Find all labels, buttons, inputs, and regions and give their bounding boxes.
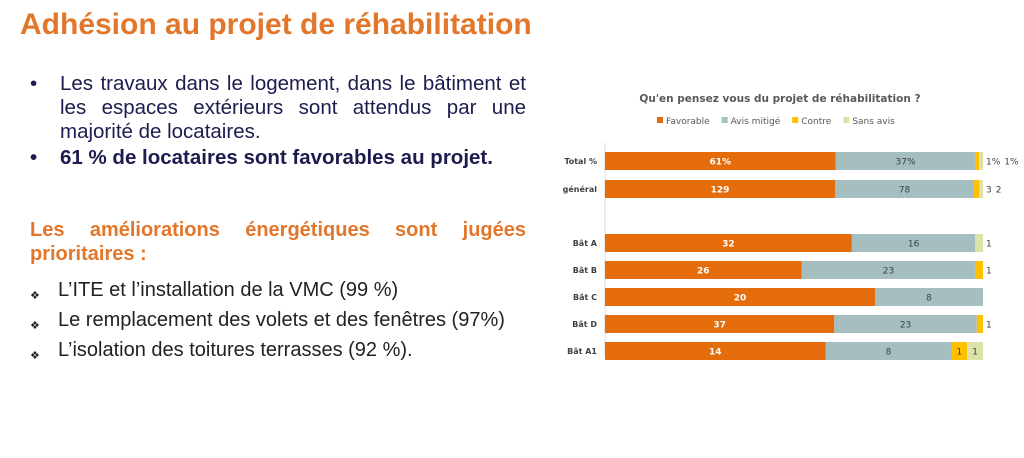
- bar-segment: [835, 152, 976, 170]
- diamond-bullet-icon: ❖: [30, 290, 40, 302]
- data-label: 1: [986, 240, 992, 250]
- list-item: ❖ Le remplacement des volets et des fenêt…: [30, 308, 526, 338]
- data-label: 1%: [986, 158, 1001, 168]
- data-label: 23: [883, 267, 894, 277]
- data-label: 3: [986, 186, 992, 196]
- bar-segment: [605, 315, 835, 333]
- bar-segment: [967, 342, 983, 360]
- list-item-text: Le remplacement des volets et des fenêtr…: [58, 309, 505, 331]
- bar-segment: [975, 261, 983, 279]
- bar-segment: [979, 180, 983, 198]
- bar-segment: [605, 342, 826, 360]
- diamond-bullet-icon: ❖: [30, 320, 40, 332]
- data-label: 32: [722, 240, 735, 250]
- data-label: 23: [900, 321, 911, 331]
- data-label: 1%: [1004, 158, 1019, 168]
- list-item: ❖ L’ITE et l’installation de la VMC (99 %…: [30, 278, 526, 308]
- data-label: 8: [886, 348, 892, 358]
- list-item-text: L’isolation des toitures terrasses (92 %…: [58, 339, 413, 361]
- bar-segment: [875, 288, 983, 306]
- category-label: Total %: [564, 157, 597, 166]
- bullet-text: Les travaux dans le logement, dans le bâ…: [60, 72, 526, 143]
- bullet-icon: •: [30, 146, 38, 169]
- data-label: 8: [926, 294, 932, 304]
- bar-segment: [605, 152, 836, 170]
- bar-segment: [851, 234, 976, 252]
- bullet-item: • 61 % de locataires sont favorables au p…: [30, 146, 526, 170]
- data-label: 14: [709, 348, 722, 358]
- list-item: ❖ L’isolation des toitures terrasses (92 …: [30, 338, 526, 368]
- legend-label: Avis mitigé: [731, 116, 781, 127]
- data-label: 37: [713, 321, 726, 331]
- bar-segment: [974, 180, 980, 198]
- data-label: 1: [972, 348, 978, 358]
- bar-segment: [825, 342, 952, 360]
- bar-segment: [801, 261, 976, 279]
- bullet-item: • Les travaux dans le logement, dans le b…: [30, 72, 526, 144]
- legend-label: Favorable: [666, 117, 710, 127]
- data-label: 61%: [710, 158, 732, 168]
- data-label: 2: [996, 186, 1002, 196]
- category-label: Bât C: [573, 293, 597, 302]
- stacked-bar-chart: Qu'en pensez vous du projet de réhabilit…: [538, 93, 1019, 360]
- data-label: 37%: [896, 158, 916, 168]
- data-label: 78: [899, 186, 911, 196]
- bar-segment: [835, 180, 975, 198]
- bar-segment: [976, 315, 983, 333]
- data-label: 1: [957, 348, 963, 358]
- slide-title: Adhésion au projet de réhabilitation: [20, 8, 532, 41]
- data-label: 1: [986, 321, 992, 331]
- data-label: 1: [986, 267, 992, 277]
- bar-segment: [834, 315, 977, 333]
- priority-list: ❖ L’ITE et l’installation de la VMC (99 %…: [30, 278, 526, 368]
- bullet-list: • Les travaux dans le logement, dans le b…: [30, 72, 526, 170]
- category-label: Bât A: [573, 239, 598, 248]
- data-label: 26: [697, 267, 710, 277]
- chart-title: Qu'en pensez vous du projet de réhabilit…: [639, 93, 920, 105]
- legend-swatch: [657, 117, 663, 123]
- data-label: 129: [711, 186, 730, 196]
- bar-segment: [979, 152, 983, 170]
- legend-swatch: [792, 117, 799, 123]
- legend-swatch: [721, 117, 728, 123]
- category-label: Bât D: [572, 320, 597, 329]
- category-label: Bât B: [573, 266, 597, 275]
- bar-segment: [605, 288, 875, 306]
- bullet-text: 61 % de locataires sont favorables au pr…: [60, 146, 493, 169]
- subheading: Les améliorations énergétiques sont jugé…: [30, 219, 526, 265]
- bar-segment: [975, 234, 983, 252]
- category-label: Total général: [560, 184, 597, 194]
- chart: Qu'en pensez vous du projet de réhabilit…: [538, 85, 1024, 365]
- legend-swatch: [843, 117, 850, 123]
- bar-segment: [605, 234, 852, 252]
- bar-segment: [605, 261, 802, 279]
- legend-label: Sans avis: [852, 117, 895, 127]
- data-label: 20: [734, 294, 747, 304]
- category-label: Bât A1: [567, 347, 597, 356]
- legend-label: Contre: [801, 117, 832, 127]
- data-label: 16: [908, 240, 920, 250]
- diamond-bullet-icon: ❖: [30, 350, 40, 362]
- list-item-text: L’ITE et l’installation de la VMC (99 %): [58, 279, 399, 301]
- bar-segment: [975, 152, 980, 170]
- bullet-icon: •: [30, 72, 38, 95]
- bar-segment: [951, 342, 968, 360]
- bar-segment: [605, 180, 836, 198]
